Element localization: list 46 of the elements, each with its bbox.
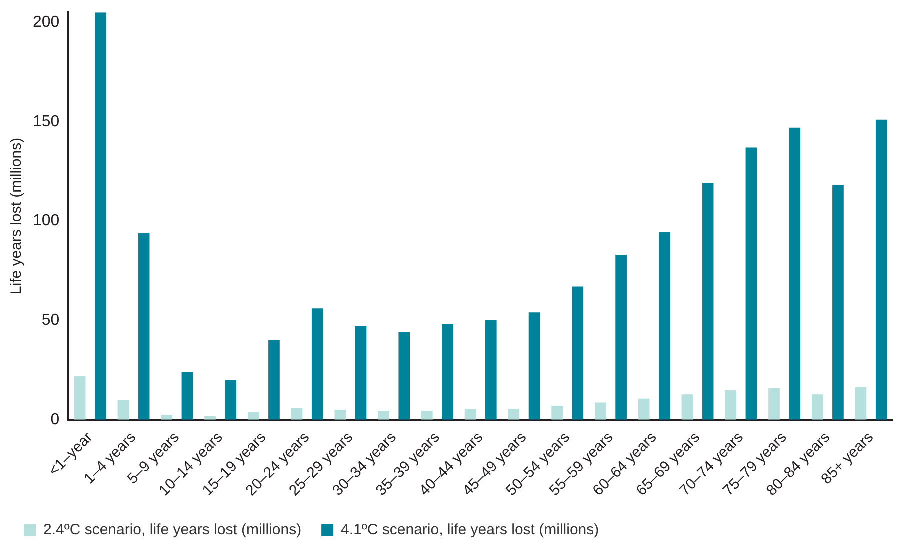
bar xyxy=(485,320,497,420)
bar xyxy=(789,128,801,420)
legend-label: 4.1ºC scenario, life years lost (millions) xyxy=(341,522,600,539)
bar xyxy=(812,394,824,420)
bar xyxy=(552,406,563,420)
bar xyxy=(855,388,867,420)
bar xyxy=(702,183,714,420)
bar xyxy=(508,408,520,420)
bar xyxy=(248,412,260,420)
bar xyxy=(95,12,106,420)
bar xyxy=(355,326,367,420)
bar xyxy=(334,410,346,420)
y-axis-title: Life years lost (millions) xyxy=(8,138,26,295)
bar xyxy=(312,308,324,420)
bar xyxy=(768,388,780,420)
legend-label: 2.4ºC scenario, life years lost (millions) xyxy=(44,522,302,539)
y-tick-label: 150 xyxy=(32,113,60,130)
y-tick-label: 100 xyxy=(32,212,60,230)
y-tick-label: 200 xyxy=(32,14,60,31)
bar xyxy=(725,390,737,420)
bar xyxy=(291,408,303,420)
bar xyxy=(74,376,86,420)
y-tick-label: 0 xyxy=(50,411,60,428)
bar xyxy=(378,410,390,420)
bar xyxy=(659,232,670,420)
bar xyxy=(398,332,410,420)
bar xyxy=(528,312,540,420)
bar xyxy=(442,324,454,420)
bar xyxy=(464,408,476,420)
bar xyxy=(161,415,173,420)
bar xyxy=(204,416,216,420)
bar xyxy=(118,400,130,420)
y-tick-label: 50 xyxy=(42,312,60,329)
bar xyxy=(616,254,627,420)
bar xyxy=(138,233,150,420)
bar xyxy=(876,120,888,420)
bar xyxy=(421,410,433,420)
bar xyxy=(638,398,650,420)
bar xyxy=(572,286,584,420)
bar xyxy=(746,148,758,420)
bar xyxy=(832,185,844,420)
bar xyxy=(595,402,606,420)
bar xyxy=(182,372,194,420)
bar xyxy=(268,340,280,420)
bar xyxy=(225,380,237,420)
bar xyxy=(682,394,694,420)
